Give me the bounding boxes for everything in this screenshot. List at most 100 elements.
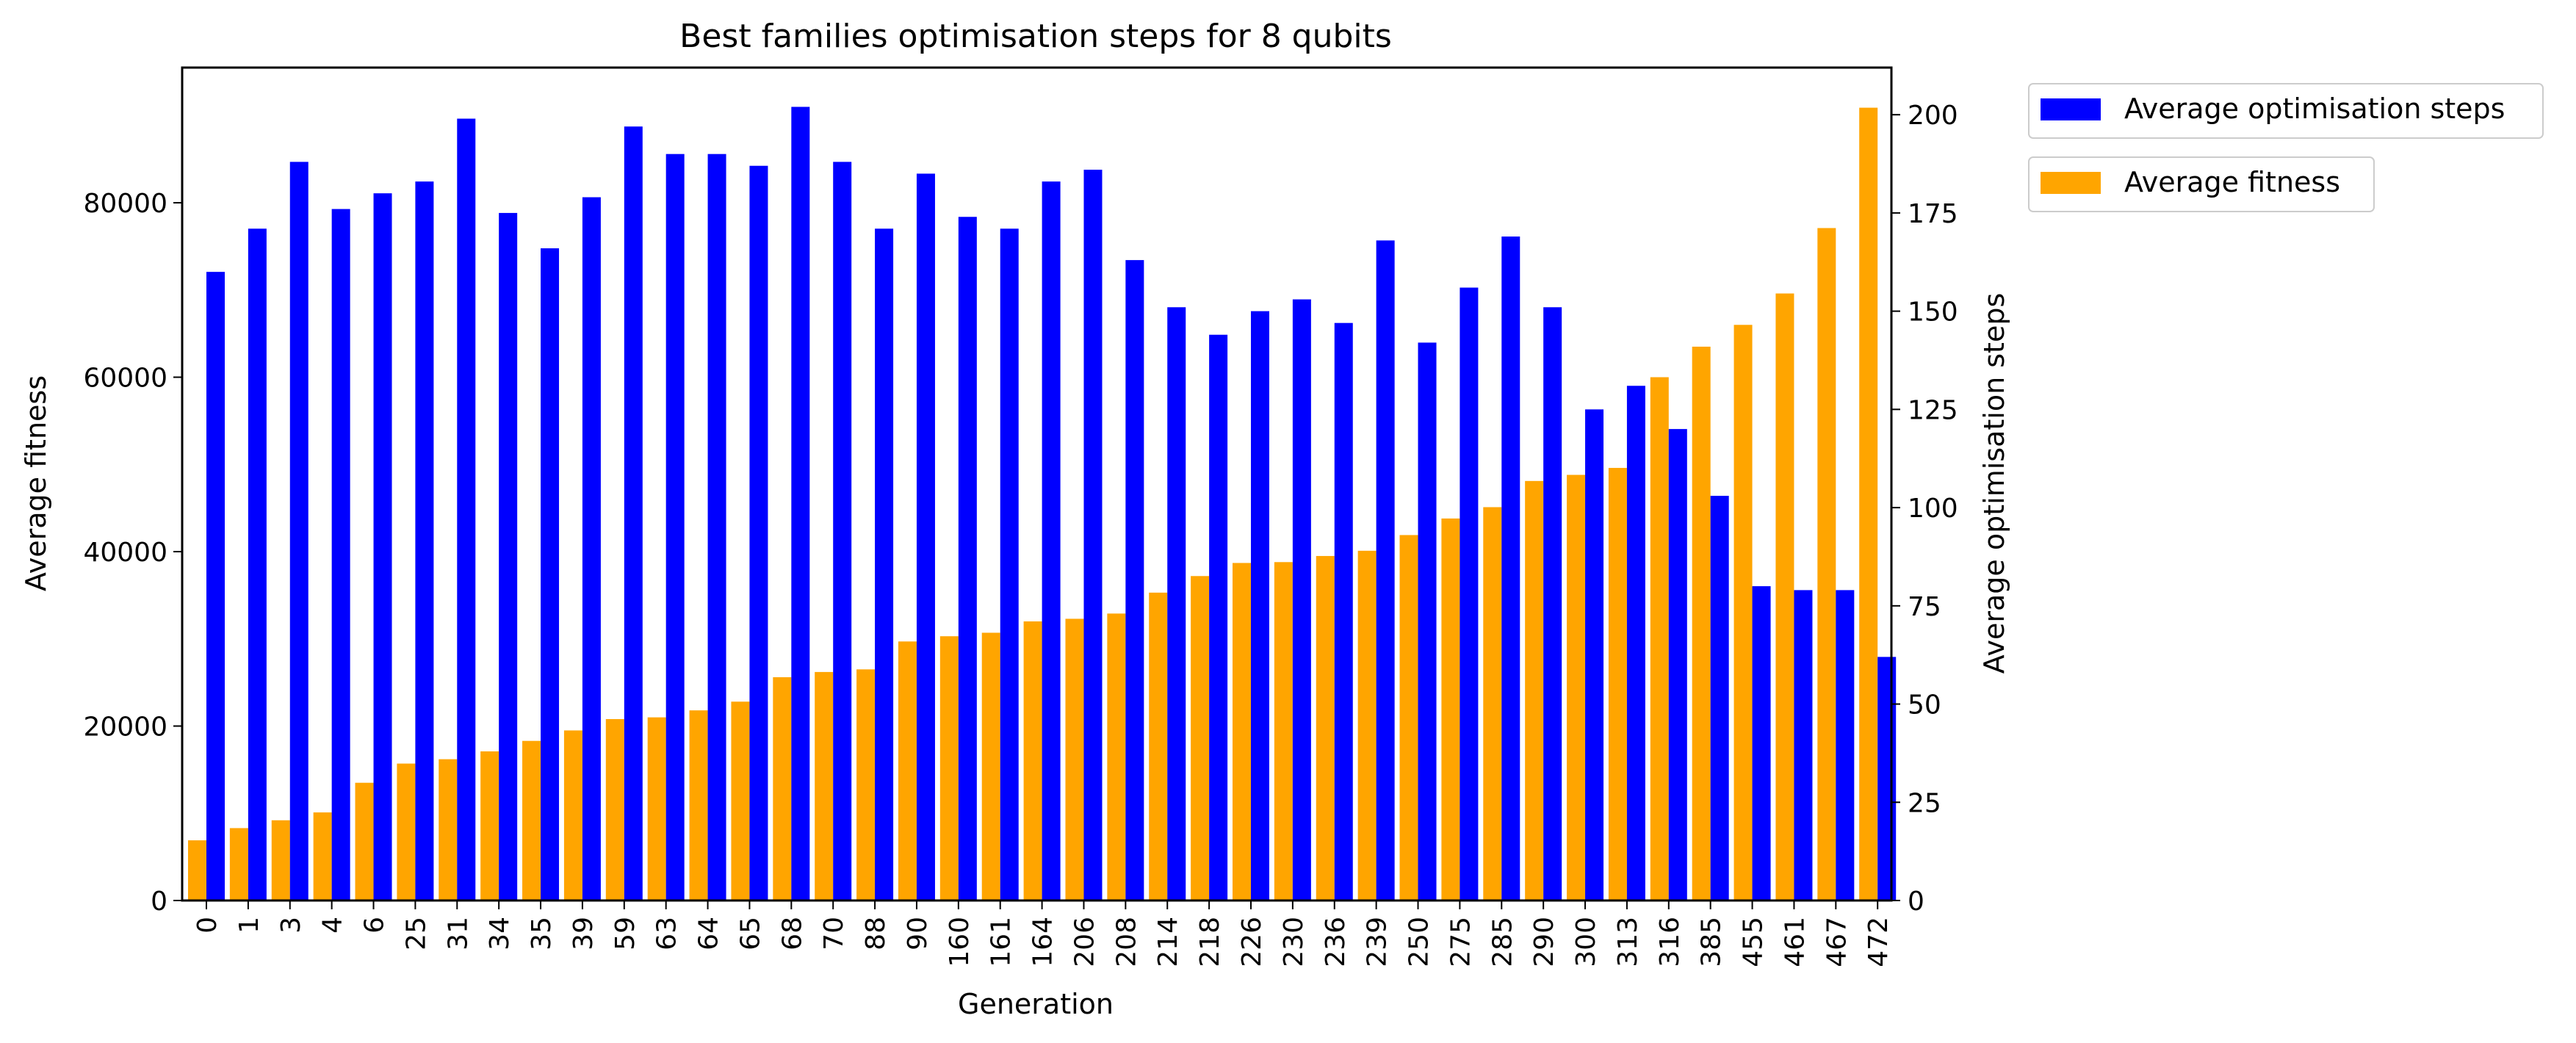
x-axis-label: Generation (958, 988, 1114, 1020)
bar-fitness (1733, 325, 1753, 901)
bar-fitness (898, 641, 917, 901)
bar-fitness (1567, 474, 1586, 901)
x-tick-label: 472 (1864, 917, 1894, 967)
bar-optimisation-steps (1836, 590, 1855, 901)
bar-fitness (605, 719, 624, 901)
x-tick-label: 35 (527, 917, 557, 950)
bar-optimisation-steps (833, 162, 852, 901)
left-y-tick-label: 40000 (83, 538, 167, 568)
x-tick-label: 300 (1571, 917, 1601, 967)
x-tick-label: 236 (1321, 917, 1351, 967)
right-y-axis-ticks: 0 25 50 75 100 125 150 175 200 (1891, 101, 1958, 917)
bar-fitness (1274, 562, 1293, 901)
x-tick-label: 39 (569, 917, 599, 950)
bar-fitness (1357, 550, 1377, 901)
left-y-tick-label: 60000 (83, 364, 167, 394)
bar-fitness (1608, 468, 1627, 901)
bar-optimisation-steps (1418, 342, 1437, 901)
bar-fitness (856, 669, 876, 901)
bar-fitness (939, 636, 959, 901)
bar-optimisation-steps (1501, 237, 1520, 901)
bar-optimisation-steps (1710, 496, 1729, 901)
bar-optimisation-steps (1543, 307, 1562, 901)
bar-fitness (188, 840, 206, 901)
bar-fitness (1065, 618, 1084, 901)
bar-optimisation-steps (624, 126, 643, 901)
bar-optimisation-steps (1292, 299, 1311, 901)
x-tick-label: 239 (1363, 917, 1393, 967)
bar-fitness (815, 671, 834, 901)
bar-fitness (522, 740, 541, 901)
bar-fitness (1859, 107, 1878, 901)
bar-optimisation-steps (415, 181, 434, 901)
x-tick-label: 64 (694, 917, 724, 950)
x-tick-label: 161 (986, 917, 1017, 967)
x-tick-label: 34 (485, 917, 515, 950)
legend-frame-steps (2028, 83, 2544, 139)
left-y-tick-label: 80000 (83, 189, 167, 219)
x-tick-label: 25 (401, 917, 431, 950)
bar-optimisation-steps (1209, 334, 1228, 901)
bar-fitness (1399, 535, 1418, 901)
right-y-tick-label: 175 (1908, 199, 1958, 229)
bar-fitness (1525, 480, 1544, 901)
bar-fitness (271, 820, 290, 901)
bar-optimisation-steps (707, 154, 726, 901)
bar-optimisation-steps (289, 162, 309, 901)
bar-fitness (1191, 576, 1210, 901)
bar-optimisation-steps (1083, 170, 1103, 901)
bar-layer (188, 107, 1897, 901)
bar-optimisation-steps (875, 228, 894, 901)
x-tick-label: 275 (1446, 917, 1476, 967)
bar-fitness (397, 763, 416, 901)
x-tick-label: 385 (1697, 917, 1727, 967)
x-tick-label: 3 (276, 917, 306, 934)
bar-fitness (689, 710, 708, 901)
bar-fitness (981, 632, 1000, 901)
bar-fitness (480, 751, 499, 901)
x-tick-label: 68 (777, 917, 807, 950)
x-tick-label: 6 (360, 917, 390, 934)
bar-optimisation-steps (1251, 311, 1269, 901)
x-tick-label: 455 (1739, 917, 1769, 967)
x-tick-label: 164 (1028, 917, 1058, 967)
x-tick-label: 461 (1780, 917, 1810, 967)
right-y-tick-label: 75 (1908, 592, 1941, 622)
bar-fitness (1233, 563, 1251, 901)
bar-optimisation-steps (1334, 322, 1353, 901)
right-y-axis-label: Average optimisation steps (1978, 293, 2010, 674)
bar-optimisation-steps (916, 173, 935, 901)
left-y-tick-label: 20000 (83, 712, 167, 743)
bar-optimisation-steps (749, 165, 768, 901)
bar-fitness (1692, 346, 1711, 901)
x-tick-label: 70 (819, 917, 849, 950)
bar-fitness (1149, 592, 1168, 901)
x-tick-label: 0 (192, 917, 223, 934)
x-tick-label: 467 (1822, 917, 1852, 967)
bar-optimisation-steps (958, 217, 977, 901)
x-tick-label: 63 (652, 917, 682, 950)
bar-fitness (1650, 377, 1669, 901)
x-tick-label: 214 (1153, 917, 1183, 967)
x-tick-label: 1 (234, 917, 264, 934)
bar-optimisation-steps (1794, 590, 1813, 901)
bar-fitness (1107, 613, 1126, 901)
bar-optimisation-steps (373, 193, 392, 901)
right-y-tick-label: 100 (1908, 494, 1958, 524)
bar-optimisation-steps (1626, 386, 1645, 901)
legend-label-steps: Average optimisation steps (2124, 93, 2505, 125)
bar-optimisation-steps (248, 228, 267, 901)
x-tick-label: 208 (1111, 917, 1141, 967)
bar-fitness (439, 759, 458, 901)
bar-optimisation-steps (541, 248, 560, 901)
bar-optimisation-steps (582, 197, 601, 901)
right-y-tick-label: 25 (1908, 788, 1941, 818)
bar-optimisation-steps (1460, 287, 1479, 901)
right-y-tick-label: 0 (1908, 887, 1924, 917)
bar-fitness (1023, 621, 1042, 901)
legend: Average optimisation steps Average fitne… (2028, 83, 2544, 212)
bar-optimisation-steps (457, 118, 476, 901)
bar-optimisation-steps (1585, 409, 1604, 901)
x-tick-label: 230 (1279, 917, 1309, 967)
